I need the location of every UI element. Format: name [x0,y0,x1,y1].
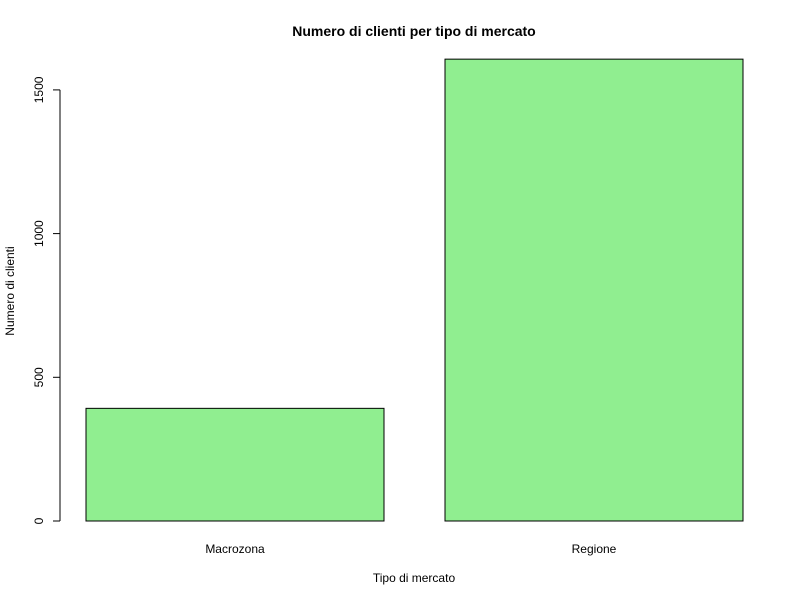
y-tick-label: 0 [32,517,46,524]
y-tick-label: 1000 [32,220,46,247]
y-axis-label: Numero di clienti [3,246,17,335]
y-tick-label: 500 [32,367,46,387]
chart-title: Numero di clienti per tipo di mercato [292,23,535,39]
x-tick-label: Regione [572,542,617,556]
y-tick-label: 1500 [32,76,46,103]
y-axis: 0 500 1000 1500 [32,76,61,524]
bars-group [85,58,744,522]
bar-regione [444,58,744,522]
x-tick-labels: Macrozona Regione [205,542,616,556]
x-axis-label: Tipo di mercato [373,571,456,585]
x-tick-label: Macrozona [205,542,265,556]
bar-macrozona [85,407,385,522]
